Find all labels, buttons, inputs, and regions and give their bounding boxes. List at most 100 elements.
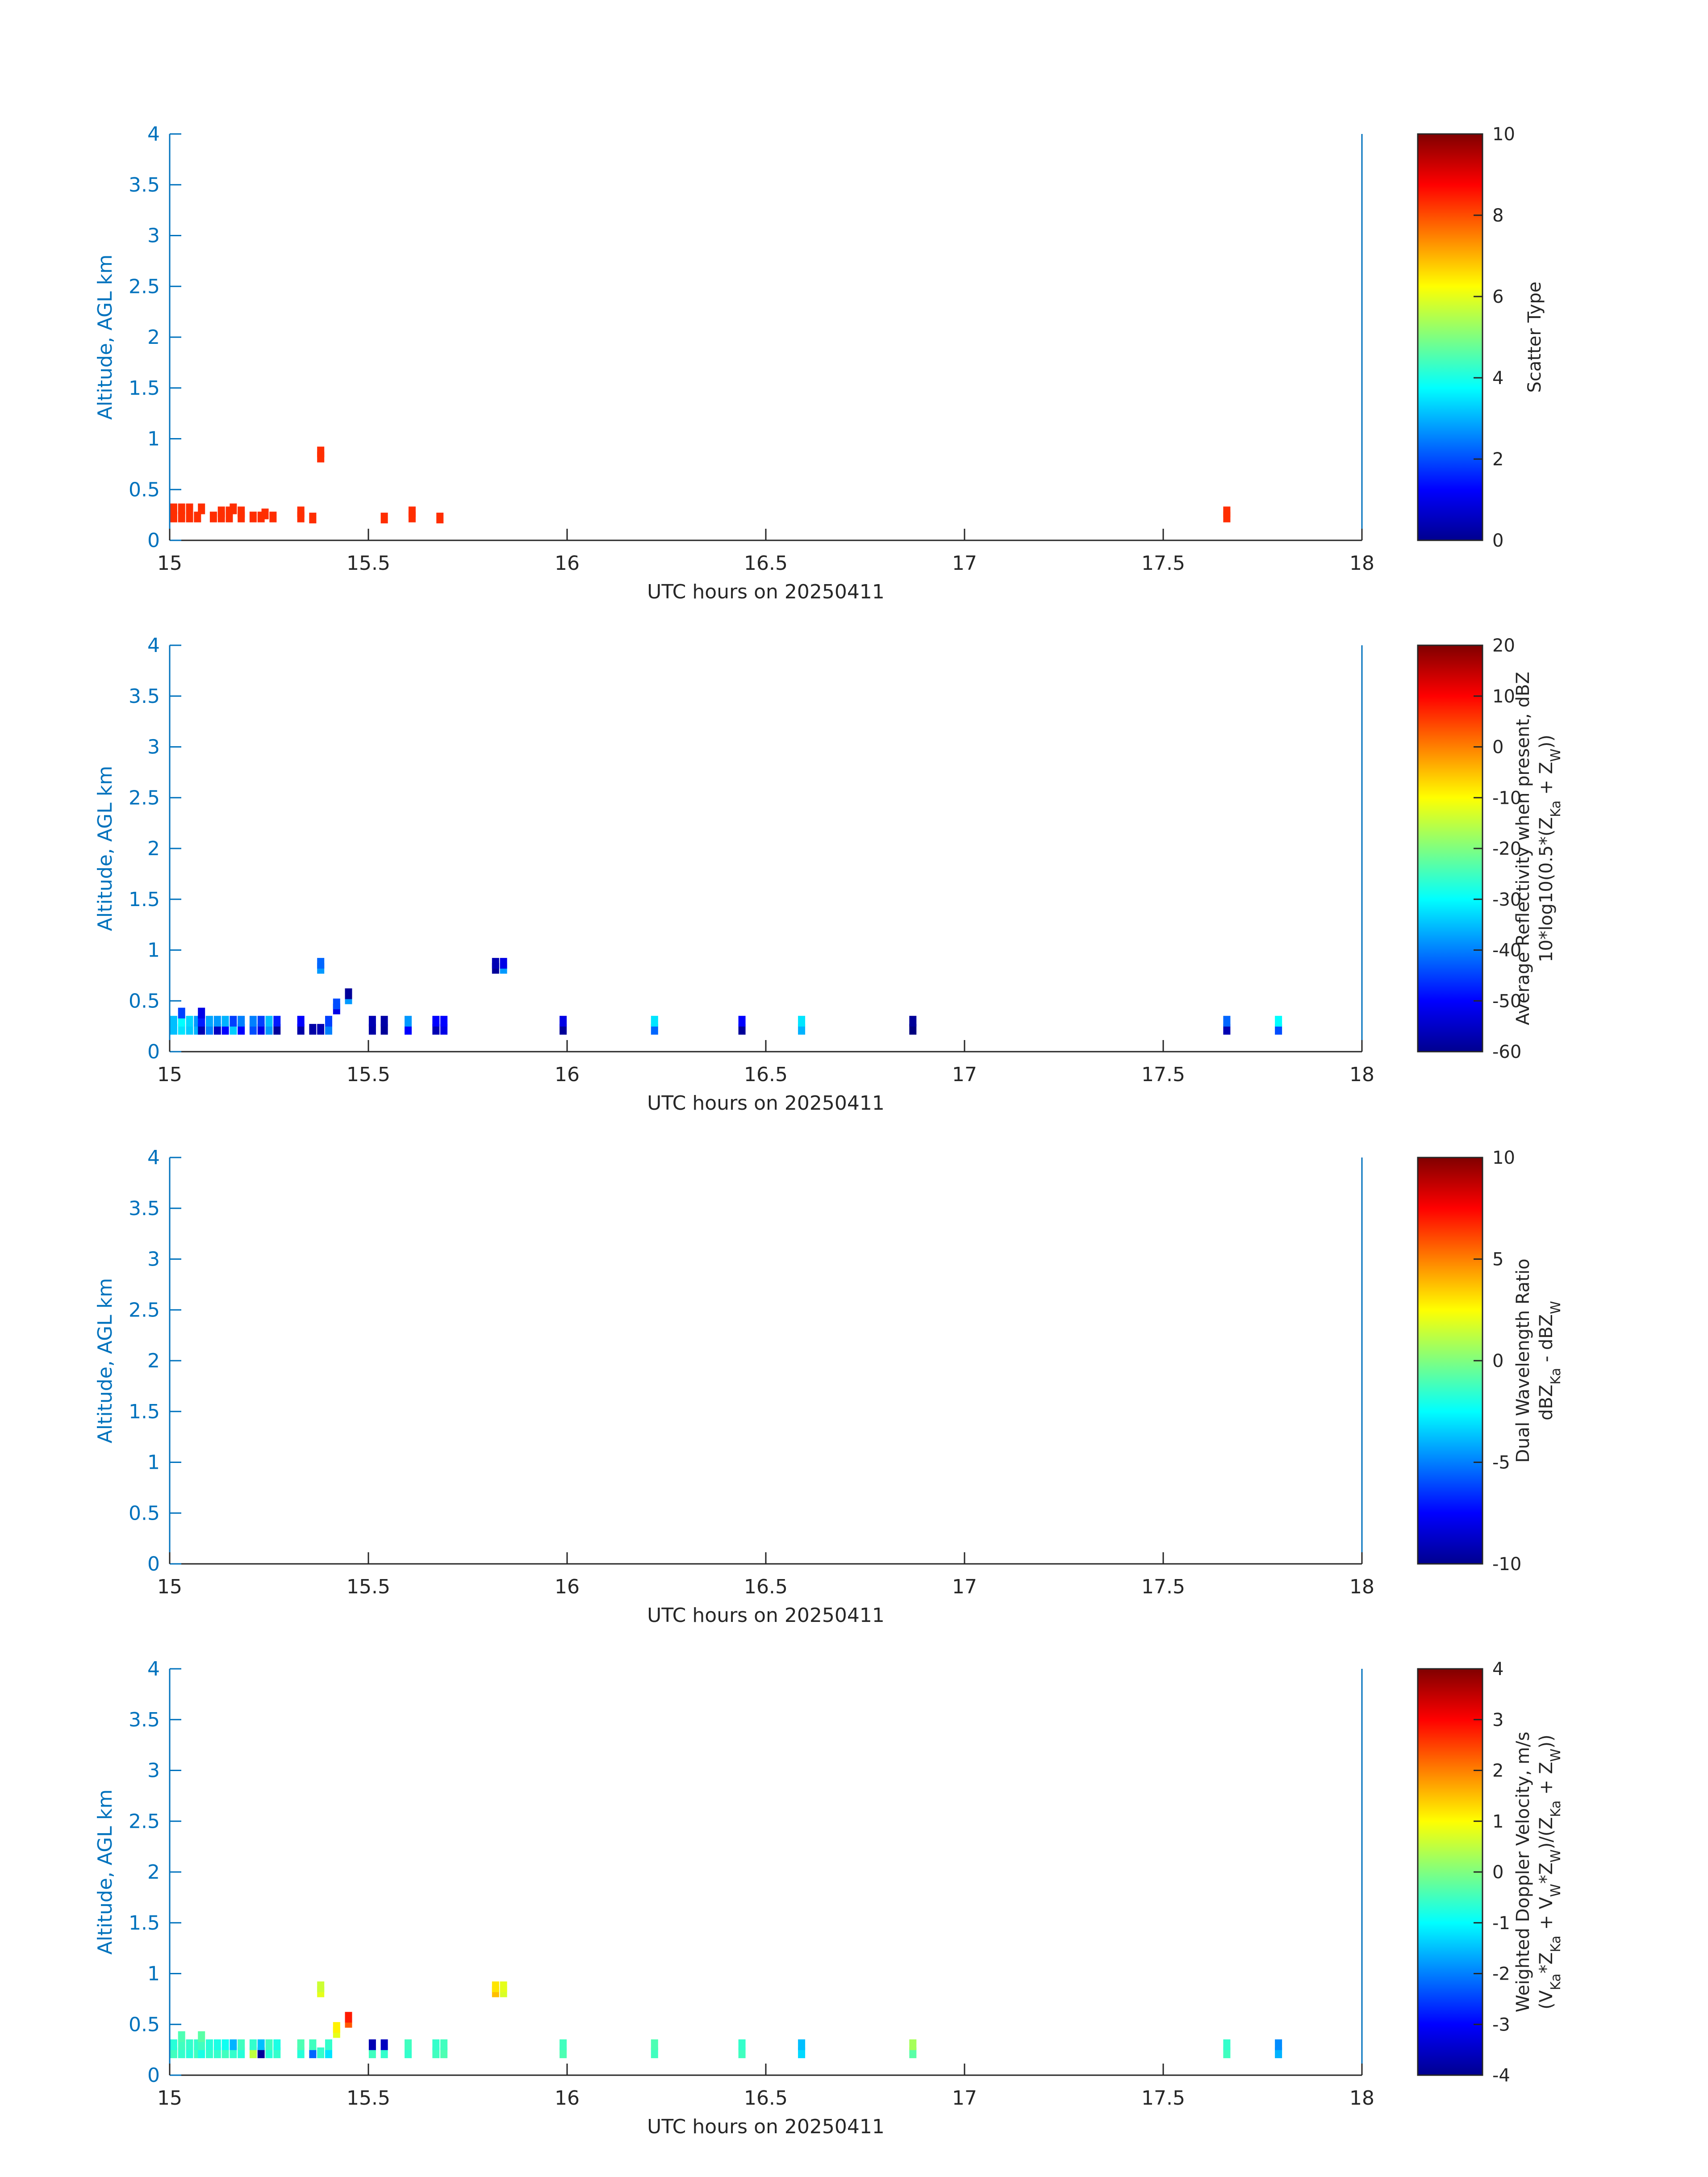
y-tick-label: 1.5 bbox=[129, 1912, 160, 1935]
panel-2: 0 0.5 1 1.5 2 2.5 3 3.5 4 15 15.5 16 16.5 17 17.5 18 UTC… bbox=[94, 634, 1564, 1115]
data-cell bbox=[405, 2047, 412, 2058]
x-tick-label: 18 bbox=[1349, 1575, 1374, 1598]
data-cell bbox=[440, 2039, 448, 2050]
data-cell bbox=[798, 1015, 806, 1027]
colorbar-tick-label: -1 bbox=[1492, 1913, 1510, 1934]
data-cell bbox=[265, 1015, 273, 1027]
data-cell bbox=[170, 2047, 177, 2058]
colorbar-tick-label: 0 bbox=[1492, 1862, 1503, 1883]
colorbar-tick-label: -10 bbox=[1492, 788, 1521, 808]
data-cell bbox=[432, 2039, 440, 2050]
colorbar: -60 -50 -40 -30 -20 -10 0 10 20 Average Reflectiv… bbox=[1417, 635, 1564, 1062]
colorbar-tick-label: 10 bbox=[1492, 124, 1515, 145]
data-cell bbox=[230, 2047, 237, 2058]
x-tick-label: 16 bbox=[555, 1063, 580, 1086]
data-cell bbox=[213, 1024, 221, 1035]
data-cell bbox=[345, 2012, 352, 2023]
data-cell bbox=[560, 1015, 567, 1027]
data-cell bbox=[265, 1024, 273, 1035]
data-cell bbox=[325, 1024, 332, 1035]
data-cell bbox=[178, 2047, 185, 2058]
data-cell bbox=[1223, 2039, 1231, 2050]
x-axis-label: UTC hours on 20250411 bbox=[647, 581, 885, 603]
data-cell bbox=[1223, 2047, 1231, 2058]
data-cell bbox=[213, 2039, 221, 2050]
data-cell bbox=[738, 2039, 746, 2050]
y-axis-label: Altitude, AGL km bbox=[94, 1789, 117, 1955]
y-tick-label: 2.5 bbox=[129, 275, 160, 298]
x-tick-label: 15.5 bbox=[347, 552, 390, 575]
data-cell bbox=[408, 506, 416, 518]
y-tick-label: 1 bbox=[147, 1963, 160, 1985]
data-cell bbox=[560, 1024, 567, 1035]
x-tick-label: 15 bbox=[157, 2087, 182, 2110]
data-cell bbox=[325, 2047, 332, 2058]
colorbar-tick-label: -60 bbox=[1492, 1042, 1521, 1062]
x-axis-label: UTC hours on 20250411 bbox=[647, 1604, 885, 1627]
data-cell bbox=[230, 2039, 237, 2050]
data-cell bbox=[213, 2047, 221, 2058]
data-cell bbox=[317, 1024, 325, 1035]
x-tick-label: 15.5 bbox=[347, 2087, 390, 2110]
data-cell bbox=[405, 1024, 412, 1035]
data-cell bbox=[309, 513, 317, 523]
colorbar-tick-label: 5 bbox=[1492, 1249, 1503, 1270]
x-axis-label: UTC hours on 20250411 bbox=[647, 2115, 885, 2138]
data-cell bbox=[178, 1007, 185, 1019]
x-tick-label: 17 bbox=[952, 2087, 977, 2110]
colorbar-tick-label: 2 bbox=[1492, 1761, 1503, 1781]
colorbar-tick-label: 4 bbox=[1492, 1659, 1503, 1680]
x-tick-label: 18 bbox=[1349, 2087, 1374, 2110]
data-cell bbox=[309, 1024, 317, 1035]
colorbar: -4 -3 -2 -1 0 1 2 3 4 Weighted Doppler Velocity, … bbox=[1417, 1659, 1564, 2086]
data-cell bbox=[368, 1015, 376, 1027]
y-tick-label: 2 bbox=[147, 326, 160, 349]
data-cell bbox=[170, 1024, 177, 1035]
y-tick-label: 0 bbox=[147, 1040, 160, 1063]
data-cell bbox=[500, 1981, 507, 1993]
data-cell bbox=[194, 511, 201, 522]
data-cell bbox=[198, 2031, 205, 2042]
data-cells bbox=[170, 958, 1282, 1035]
x-tick-label: 18 bbox=[1349, 1063, 1374, 1086]
data-cell bbox=[257, 1015, 265, 1027]
y-tick-label: 2.5 bbox=[129, 786, 160, 809]
data-cell bbox=[238, 2047, 245, 2058]
data-cell bbox=[230, 1024, 237, 1035]
data-cell bbox=[368, 2039, 376, 2050]
data-cell bbox=[186, 503, 193, 514]
data-cell bbox=[261, 508, 269, 519]
data-cell bbox=[273, 2039, 281, 2050]
y-axis-label: Altitude, AGL km bbox=[94, 1278, 117, 1443]
data-cell bbox=[186, 1024, 193, 1035]
colorbar-tick-label: 0 bbox=[1492, 737, 1503, 758]
x-tick-label: 15.5 bbox=[347, 1063, 390, 1086]
data-cell bbox=[178, 1015, 185, 1027]
y-tick-label: 3 bbox=[147, 1248, 160, 1271]
x-tick-label: 16.5 bbox=[744, 552, 788, 575]
y-tick-label: 3.5 bbox=[129, 174, 160, 196]
data-cell bbox=[230, 503, 237, 514]
data-cell bbox=[257, 2039, 265, 2050]
y-tick-label: 2 bbox=[147, 837, 160, 860]
data-cell bbox=[333, 2022, 340, 2033]
x-tick-label: 15 bbox=[157, 552, 182, 575]
data-cell bbox=[317, 1981, 325, 1993]
x-tick-label: 18 bbox=[1349, 552, 1374, 575]
data-cell bbox=[178, 2039, 185, 2050]
data-cell bbox=[170, 2039, 177, 2050]
data-cell bbox=[432, 1015, 440, 1027]
y-tick-label: 0.5 bbox=[129, 478, 160, 501]
y-tick-label: 2.5 bbox=[129, 1810, 160, 1833]
data-cell bbox=[436, 513, 444, 523]
y-tick-label: 4 bbox=[147, 1146, 160, 1169]
data-cell bbox=[249, 2047, 257, 2058]
data-cell bbox=[186, 1015, 193, 1027]
colorbar-label: Scatter Type bbox=[1524, 282, 1545, 393]
colorbar-label: 10*log10(0.5*(ZKa + ZW)) bbox=[1536, 735, 1564, 962]
data-cell bbox=[297, 2047, 305, 2058]
data-cell bbox=[368, 2047, 376, 2058]
y-tick-label: 0.5 bbox=[129, 990, 160, 1012]
colorbar-tick-label: 0 bbox=[1492, 531, 1503, 551]
